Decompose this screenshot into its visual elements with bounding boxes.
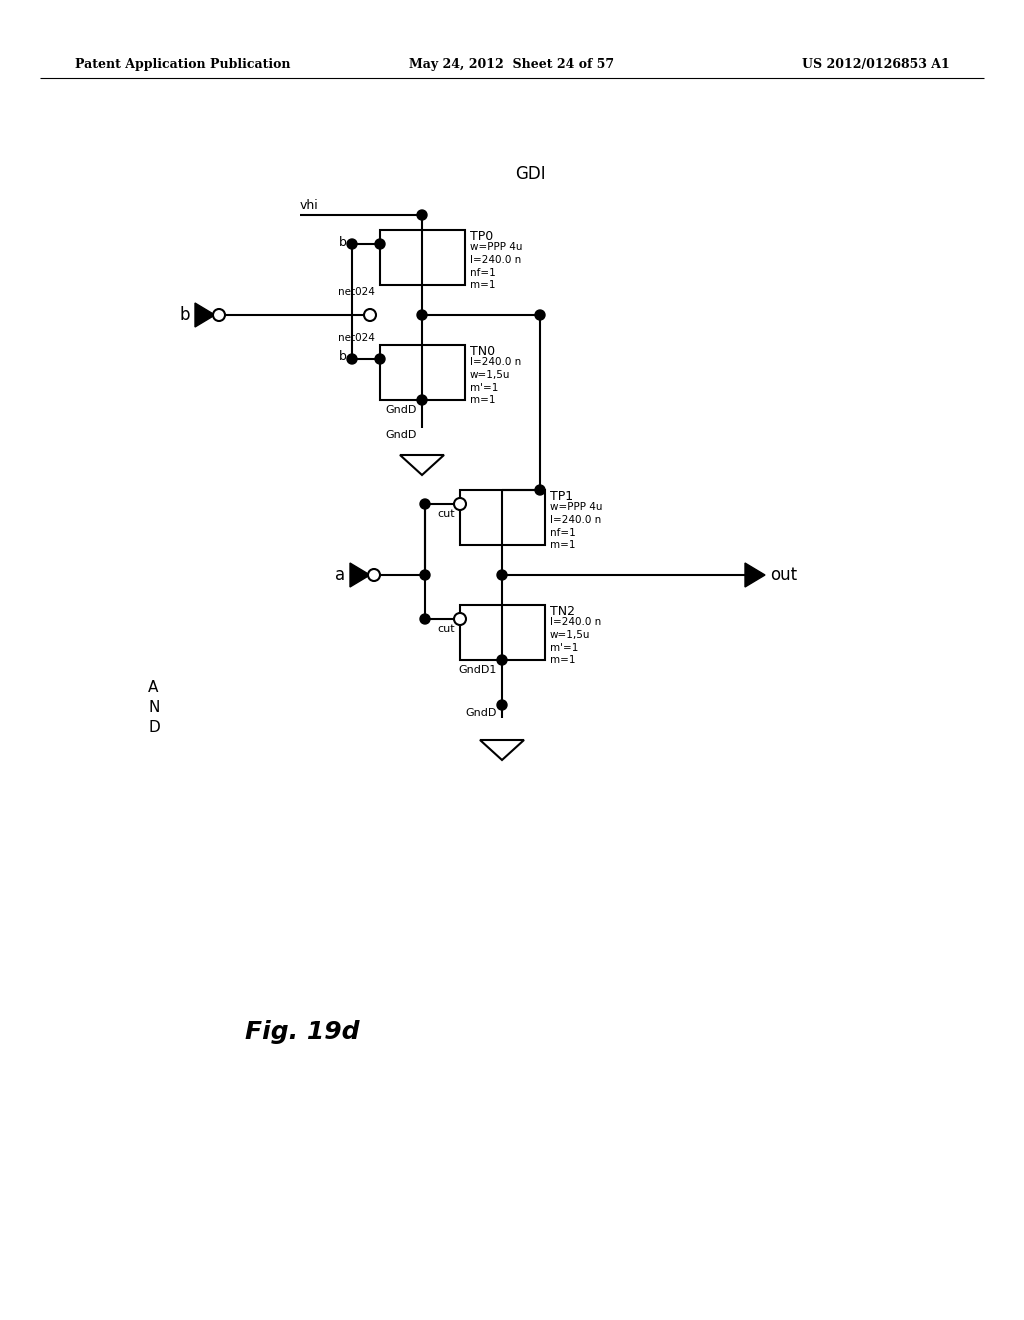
Text: cut: cut <box>437 510 455 519</box>
Text: out: out <box>770 566 797 583</box>
Polygon shape <box>745 564 765 587</box>
Circle shape <box>368 569 380 581</box>
Circle shape <box>420 570 430 579</box>
Text: GndD: GndD <box>386 430 417 440</box>
Circle shape <box>535 484 545 495</box>
Circle shape <box>375 239 385 249</box>
Text: US 2012/0126853 A1: US 2012/0126853 A1 <box>802 58 950 71</box>
Text: net024: net024 <box>338 333 375 343</box>
Circle shape <box>213 309 225 321</box>
Text: D: D <box>148 719 160 735</box>
Circle shape <box>420 499 430 510</box>
Circle shape <box>497 655 507 665</box>
Text: b: b <box>339 235 347 248</box>
Text: w=PPP 4u
l=240.0 n
nf=1
m=1: w=PPP 4u l=240.0 n nf=1 m=1 <box>470 242 522 290</box>
Circle shape <box>420 614 430 624</box>
Text: TP1: TP1 <box>550 490 573 503</box>
Circle shape <box>454 612 466 624</box>
Circle shape <box>347 354 357 364</box>
Circle shape <box>417 310 427 319</box>
Text: l=240.0 n
w=1,5u
m'=1
m=1: l=240.0 n w=1,5u m'=1 m=1 <box>470 356 521 405</box>
Text: May 24, 2012  Sheet 24 of 57: May 24, 2012 Sheet 24 of 57 <box>410 58 614 71</box>
Text: Fig. 19d: Fig. 19d <box>245 1020 359 1044</box>
Text: GndD: GndD <box>466 708 497 718</box>
Text: Patent Application Publication: Patent Application Publication <box>75 58 291 71</box>
Text: vhi: vhi <box>300 199 318 213</box>
Text: b: b <box>179 306 190 323</box>
Bar <box>380 345 465 400</box>
Bar <box>460 605 545 660</box>
Text: TN0: TN0 <box>470 345 496 358</box>
Circle shape <box>417 210 427 220</box>
Text: N: N <box>148 700 160 715</box>
Polygon shape <box>480 741 524 760</box>
Circle shape <box>497 700 507 710</box>
Text: w=PPP 4u
l=240.0 n
nf=1
m=1: w=PPP 4u l=240.0 n nf=1 m=1 <box>550 502 602 550</box>
Bar <box>380 230 465 285</box>
Circle shape <box>375 354 385 364</box>
Text: cut: cut <box>437 624 455 634</box>
Text: net024: net024 <box>338 286 375 297</box>
Circle shape <box>364 309 376 321</box>
Text: TP0: TP0 <box>470 230 494 243</box>
Polygon shape <box>350 564 370 587</box>
Circle shape <box>535 310 545 319</box>
Text: GndD1: GndD1 <box>459 665 497 675</box>
Text: b: b <box>339 351 347 363</box>
Text: GndD: GndD <box>386 405 417 414</box>
Text: l=240.0 n
w=1,5u
m'=1
m=1: l=240.0 n w=1,5u m'=1 m=1 <box>550 616 601 665</box>
Circle shape <box>454 498 466 510</box>
Polygon shape <box>195 304 215 327</box>
Bar <box>460 490 545 545</box>
Circle shape <box>347 239 357 249</box>
Polygon shape <box>400 455 444 475</box>
Text: a: a <box>335 566 345 583</box>
Text: A: A <box>148 680 159 696</box>
Text: TN2: TN2 <box>550 605 575 618</box>
Text: GDI: GDI <box>515 165 546 183</box>
Circle shape <box>417 395 427 405</box>
Circle shape <box>497 570 507 579</box>
